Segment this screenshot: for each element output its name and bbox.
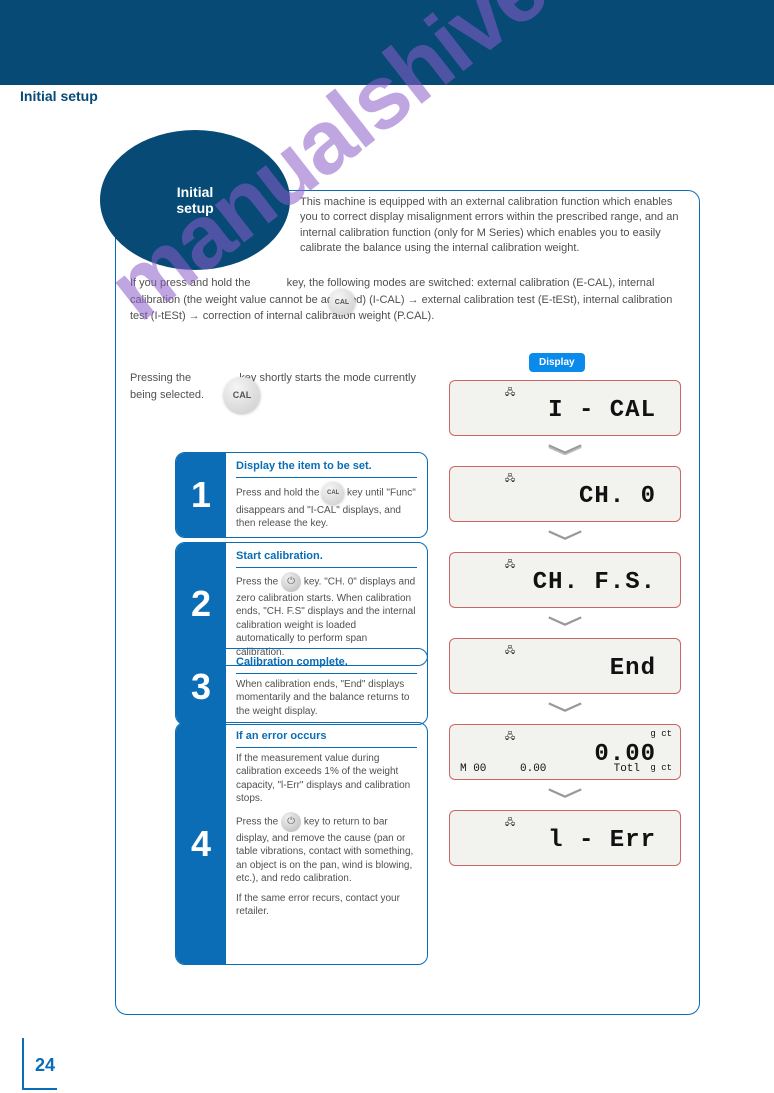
step-title: Calibration complete. (236, 655, 417, 674)
step-3: 3 Calibration complete. When calibration… (175, 648, 428, 725)
display-column: Display 🖧 I - CAL 🖧 CH. 0 🖧 CH. F.S. 🖧 E… (449, 352, 681, 872)
chevron-down-icon (449, 786, 681, 804)
usb-icon: 🖧 (505, 729, 515, 745)
step-body: Calibration complete. When calibration e… (226, 649, 427, 724)
step-1: 1 Display the item to be set. Press and … (175, 452, 428, 538)
step-4: 4 If an error occurs If the measurement … (175, 722, 428, 965)
display-lower-right: Totl (614, 763, 640, 775)
top-banner (0, 0, 774, 85)
step-text: When calibration ends, "End" displays mo… (236, 679, 409, 717)
chevron-down-icon (449, 528, 681, 546)
display-main-value: End (610, 655, 656, 682)
cal-button-icon: CAL (329, 289, 355, 315)
display-unit-top: g ct (650, 729, 672, 739)
step4-body2-before: Press the (236, 816, 281, 827)
display-main-value: l - Err (548, 827, 656, 854)
step-body: Display the item to be set. Press and ho… (226, 453, 427, 537)
display-main-value: CH. 0 (579, 483, 656, 510)
step-body: Start calibration. Press the ⏻ key. "CH.… (226, 543, 427, 665)
chevron-down-icon (449, 614, 681, 632)
power-button-icon: ⏻ (281, 812, 301, 832)
step-number: 2 (176, 543, 226, 665)
display-lower-left: M 00 (460, 763, 486, 775)
usb-icon: 🖧 (505, 815, 515, 831)
page-number: 24 (35, 1055, 55, 1076)
intro-paragraph-1: This machine is equipped with an externa… (300, 195, 690, 257)
display-lower-mid: 0.00 (520, 763, 546, 775)
step-number: 1 (176, 453, 226, 537)
display-main-value: I - CAL (548, 397, 656, 424)
step-text-after: key. "CH. 0" displays and zero calibrati… (236, 576, 415, 657)
intro-p2-before: If you press and hold the (130, 277, 250, 289)
intro-p3-before: Pressing the (130, 372, 191, 384)
display-panel-5: 🖧 g ct 0.00 M 00 0.00 Totl g ct (449, 724, 681, 780)
display-heading: Display (529, 353, 585, 372)
usb-icon: 🖧 (505, 643, 515, 659)
usb-icon: 🖧 (505, 385, 515, 401)
chevron-down-icon (449, 442, 681, 460)
ellipse-line2: setup (176, 200, 213, 216)
usb-icon: 🖧 (505, 557, 515, 573)
banner-subtitle: Initial setup (20, 88, 98, 104)
cal-button-icon: CAL (224, 377, 260, 413)
step-number: 3 (176, 649, 226, 724)
ellipse-line1: Initial (177, 184, 214, 200)
step-number: 4 (176, 723, 226, 964)
step4-body2: Press the ⏻ key to return to bar display… (236, 812, 417, 886)
chevron-down-icon (449, 700, 681, 718)
display-panel-6: 🖧 l - Err (449, 810, 681, 866)
step-text-before: Press the (236, 576, 278, 587)
step4-body3: If the same error recurs, contact your r… (236, 892, 417, 919)
display-panel-4: 🖧 End (449, 638, 681, 694)
display-unit-bot: g ct (650, 763, 672, 773)
intro-paragraph-3: Pressing the key shortly starts the mode… (130, 370, 430, 403)
cal-button-icon: CAL (322, 482, 344, 504)
display-panel-1: 🖧 I - CAL (449, 380, 681, 436)
display-panel-2: 🖧 CH. 0 (449, 466, 681, 522)
step-title: Start calibration. (236, 549, 417, 568)
display-panel-3: 🖧 CH. F.S. (449, 552, 681, 608)
usb-icon: 🖧 (505, 471, 515, 487)
power-button-icon: ⏻ (281, 572, 301, 592)
display-main-value: CH. F.S. (533, 569, 656, 596)
step-title: If an error occurs (236, 729, 417, 748)
step-text-before: Press and hold the (236, 487, 319, 498)
step-title: Display the item to be set. (236, 459, 417, 478)
step4-body1: If the measurement value during calibrat… (236, 752, 417, 806)
intro-paragraph-2: If you press and hold the key, the follo… (130, 275, 690, 325)
section-title-ellipse: Initial setup (100, 130, 290, 270)
step-body: If an error occurs If the measurement va… (226, 723, 427, 964)
